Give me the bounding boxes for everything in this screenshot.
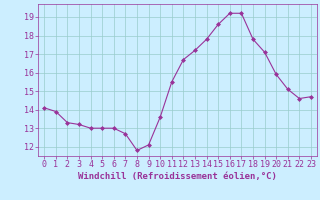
X-axis label: Windchill (Refroidissement éolien,°C): Windchill (Refroidissement éolien,°C) <box>78 172 277 181</box>
